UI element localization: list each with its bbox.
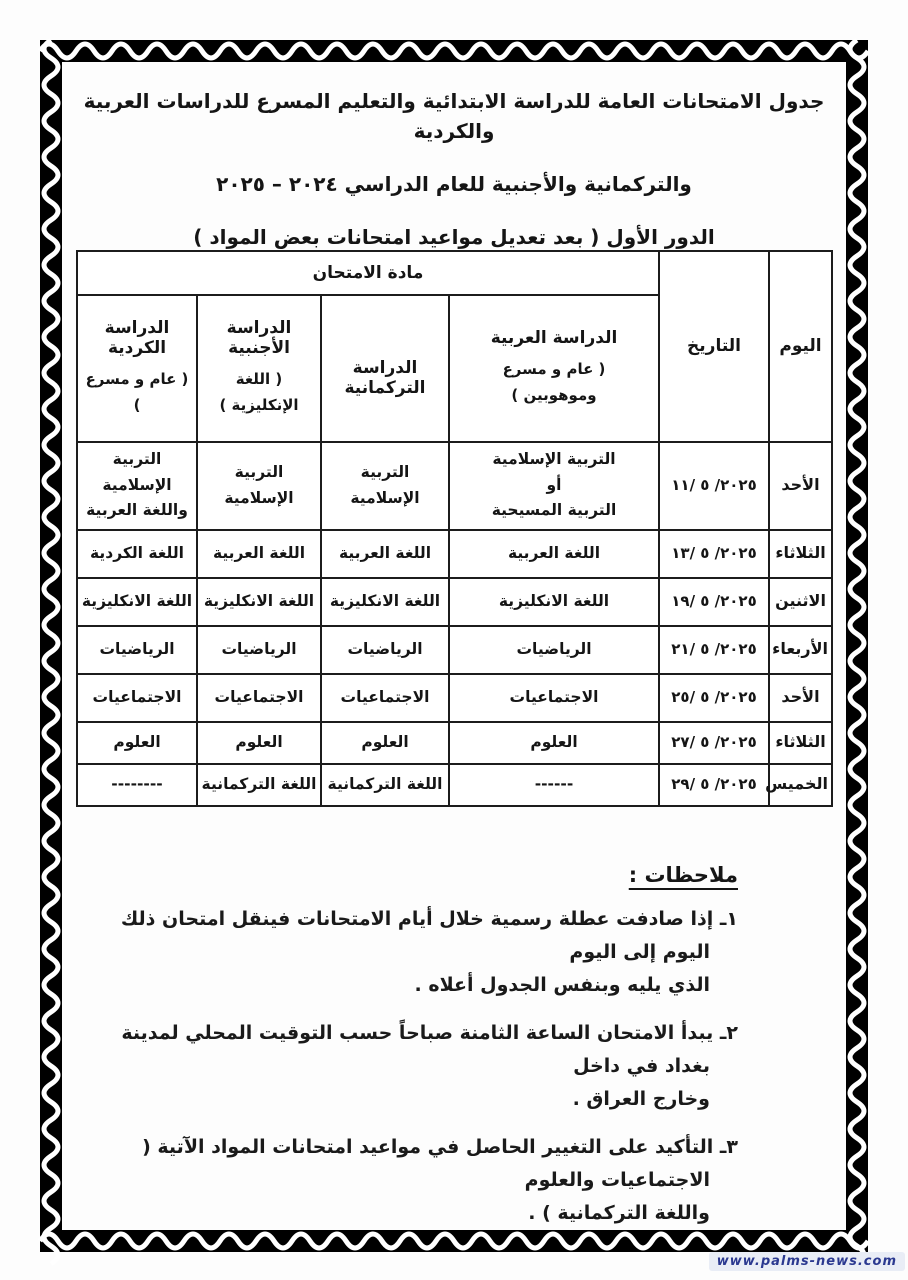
subject-cell-foreign: اللغة العربية: [196, 528, 322, 579]
subject-cell-kurdish: اللغة الكردية: [76, 528, 198, 579]
col-header-arabic-study: الدراسة العربية ( عام و مسرع وموهوبين ): [448, 294, 660, 443]
document-title: جدول الامتحانات العامة للدراسة الابتدائي…: [70, 86, 838, 275]
day-cell: الأحد: [768, 440, 833, 531]
subject-cell-turkmen: اللغة الانكليزية: [320, 576, 450, 627]
note-item: ٢ـ يبدأ الامتحان الساعة الثامنة صباحاً ح…: [121, 1022, 738, 1110]
subject-cell-arabic: الاجتماعيات: [448, 672, 660, 723]
date-cell: ٢٠٢٥/ ٥ /٢٧: [658, 720, 770, 765]
col-header-kurdish-study: الدراسة الكردية ( عام و مسرع ): [76, 294, 198, 443]
subject-cell-arabic: الرياضيات: [448, 624, 660, 675]
exam-table-row: الثلاثاء ٢٠٢٥/ ٥ /٢٧ العلوم العلوم العلوم الع…: [76, 720, 833, 765]
subject-cell-foreign: اللغة التركمانية: [196, 762, 322, 807]
note-item: ٣ـ التأكيد على التغيير الحاصل في مواعيد …: [142, 1136, 738, 1224]
subject-cell-kurdish: العلوم: [76, 720, 198, 765]
subject-cell-kurdish: الرياضيات: [76, 624, 198, 675]
study-title: الدراسة التركمانية: [344, 358, 426, 399]
study-title: الدراسة الكردية: [104, 318, 170, 358]
title-line-3: الدور الأول ( بعد تعديل مواعيد امتحانات …: [193, 225, 715, 249]
exam-schedule-table: اليوم التاريخ مادة الامتحان الدراسة العر…: [76, 250, 833, 807]
exam-table-row: الأحد ٢٠٢٥/ ٥ /١١ التربية الإسلامية أو الت…: [76, 440, 833, 531]
subject-cell-kurdish: --------: [76, 762, 198, 807]
exam-table-row: الاثنين ٢٠٢٥/ ٥ /١٩ اللغة الانكليزية اللغة …: [76, 576, 833, 627]
date-cell: ٢٠٢٥/ ٥ /٢٩: [658, 762, 770, 807]
col-header-subject: مادة الامتحان: [76, 250, 660, 296]
subject-cell-arabic: العلوم: [448, 720, 660, 765]
study-subtitle: ( اللغة الإنكليزية ): [219, 370, 299, 415]
subject-cell-foreign: العلوم: [196, 720, 322, 765]
date-cell: ٢٠٢٥/ ٥ /١١: [658, 440, 770, 531]
day-cell: الثلاثاء: [768, 528, 833, 579]
date-cell: ٢٠٢٥/ ٥ /٢١: [658, 624, 770, 675]
subject-cell-turkmen: اللغة العربية: [320, 528, 450, 579]
subject-cell-turkmen: اللغة التركمانية: [320, 762, 450, 807]
day-cell: الاثنين: [768, 576, 833, 627]
subject-cell-kurdish: اللغة الانكليزية: [76, 576, 198, 627]
notes-header: ملاحظات :: [628, 863, 738, 887]
subject-cell-turkmen: الاجتماعيات: [320, 672, 450, 723]
exam-table-row: الخميس ٢٠٢٥/ ٥ /٢٩ ------ اللغة التركمانية ا…: [76, 762, 833, 807]
study-title: الدراسة الأجنبية: [226, 318, 292, 358]
subject-cell-arabic: اللغة الانكليزية: [448, 576, 660, 627]
subject-cell-foreign: اللغة الانكليزية: [196, 576, 322, 627]
study-subtitle: ( عام و مسرع ): [85, 370, 189, 415]
day-cell: الأربعاء: [768, 624, 833, 675]
col-header-foreign-study: الدراسة الأجنبية ( اللغة الإنكليزية ): [196, 294, 322, 443]
subject-cell-arabic: ------: [448, 762, 660, 807]
exam-table-row: الأحد ٢٠٢٥/ ٥ /٢٥ الاجتماعيات الاجتماعيات ال…: [76, 672, 833, 723]
day-cell: الأحد: [768, 672, 833, 723]
subject-cell-foreign: التربية الإسلامية: [196, 440, 322, 531]
subject-cell-foreign: الاجتماعيات: [196, 672, 322, 723]
date-cell: ٢٠٢٥/ ٥ /٢٥: [658, 672, 770, 723]
exam-table-row: الأربعاء ٢٠٢٥/ ٥ /٢١ الرياضيات الرياضيات الر…: [76, 624, 833, 675]
notes-list: ١ـ إذا صادفت عطلة رسمية خلال أيام الامتح…: [88, 903, 738, 1230]
title-line-1: جدول الامتحانات العامة للدراسة الابتدائي…: [83, 89, 825, 143]
exam-table-body: الأحد ٢٠٢٥/ ٥ /١١ التربية الإسلامية أو الت…: [76, 440, 833, 807]
subject-cell-arabic: التربية الإسلامية أو التربية المسيحية: [448, 440, 660, 531]
day-cell: الخميس: [765, 762, 833, 807]
col-header-day: اليوم: [768, 250, 833, 443]
subject-cell-arabic: اللغة العربية: [448, 528, 660, 579]
subject-cell-turkmen: التربية الإسلامية: [320, 440, 450, 531]
notes-section: ملاحظات : ١ـ إذا صادفت عطلة رسمية خلال أ…: [88, 863, 738, 1245]
subject-cell-turkmen: العلوم: [320, 720, 450, 765]
subject-cell-kurdish: الاجتماعيات: [76, 672, 198, 723]
note-item: ١ـ إذا صادفت عطلة رسمية خلال أيام الامتح…: [120, 908, 738, 996]
date-cell: ٢٠٢٥/ ٥ /١٩: [658, 576, 770, 627]
exam-table-row: الثلاثاء ٢٠٢٥/ ٥ /١٣ اللغة العربية اللغة ال…: [76, 528, 833, 579]
subject-cell-kurdish: التربية الإسلامية واللغة العربية: [76, 440, 198, 531]
study-title: الدراسة العربية: [490, 328, 618, 348]
title-line-2: والتركمانية والأجنبية للعام الدراسي ٢٠٢٤…: [216, 172, 692, 196]
col-header-turkmen-study: الدراسة التركمانية: [320, 294, 450, 443]
col-header-date: التاريخ: [658, 250, 770, 443]
subject-cell-foreign: الرياضيات: [196, 624, 322, 675]
study-subtitle: ( عام و مسرع وموهوبين ): [502, 360, 606, 405]
watermark: www.palms-news.com: [708, 1252, 905, 1271]
subject-cell-turkmen: الرياضيات: [320, 624, 450, 675]
date-cell: ٢٠٢٥/ ٥ /١٣: [658, 528, 770, 579]
day-cell: الثلاثاء: [768, 720, 833, 765]
